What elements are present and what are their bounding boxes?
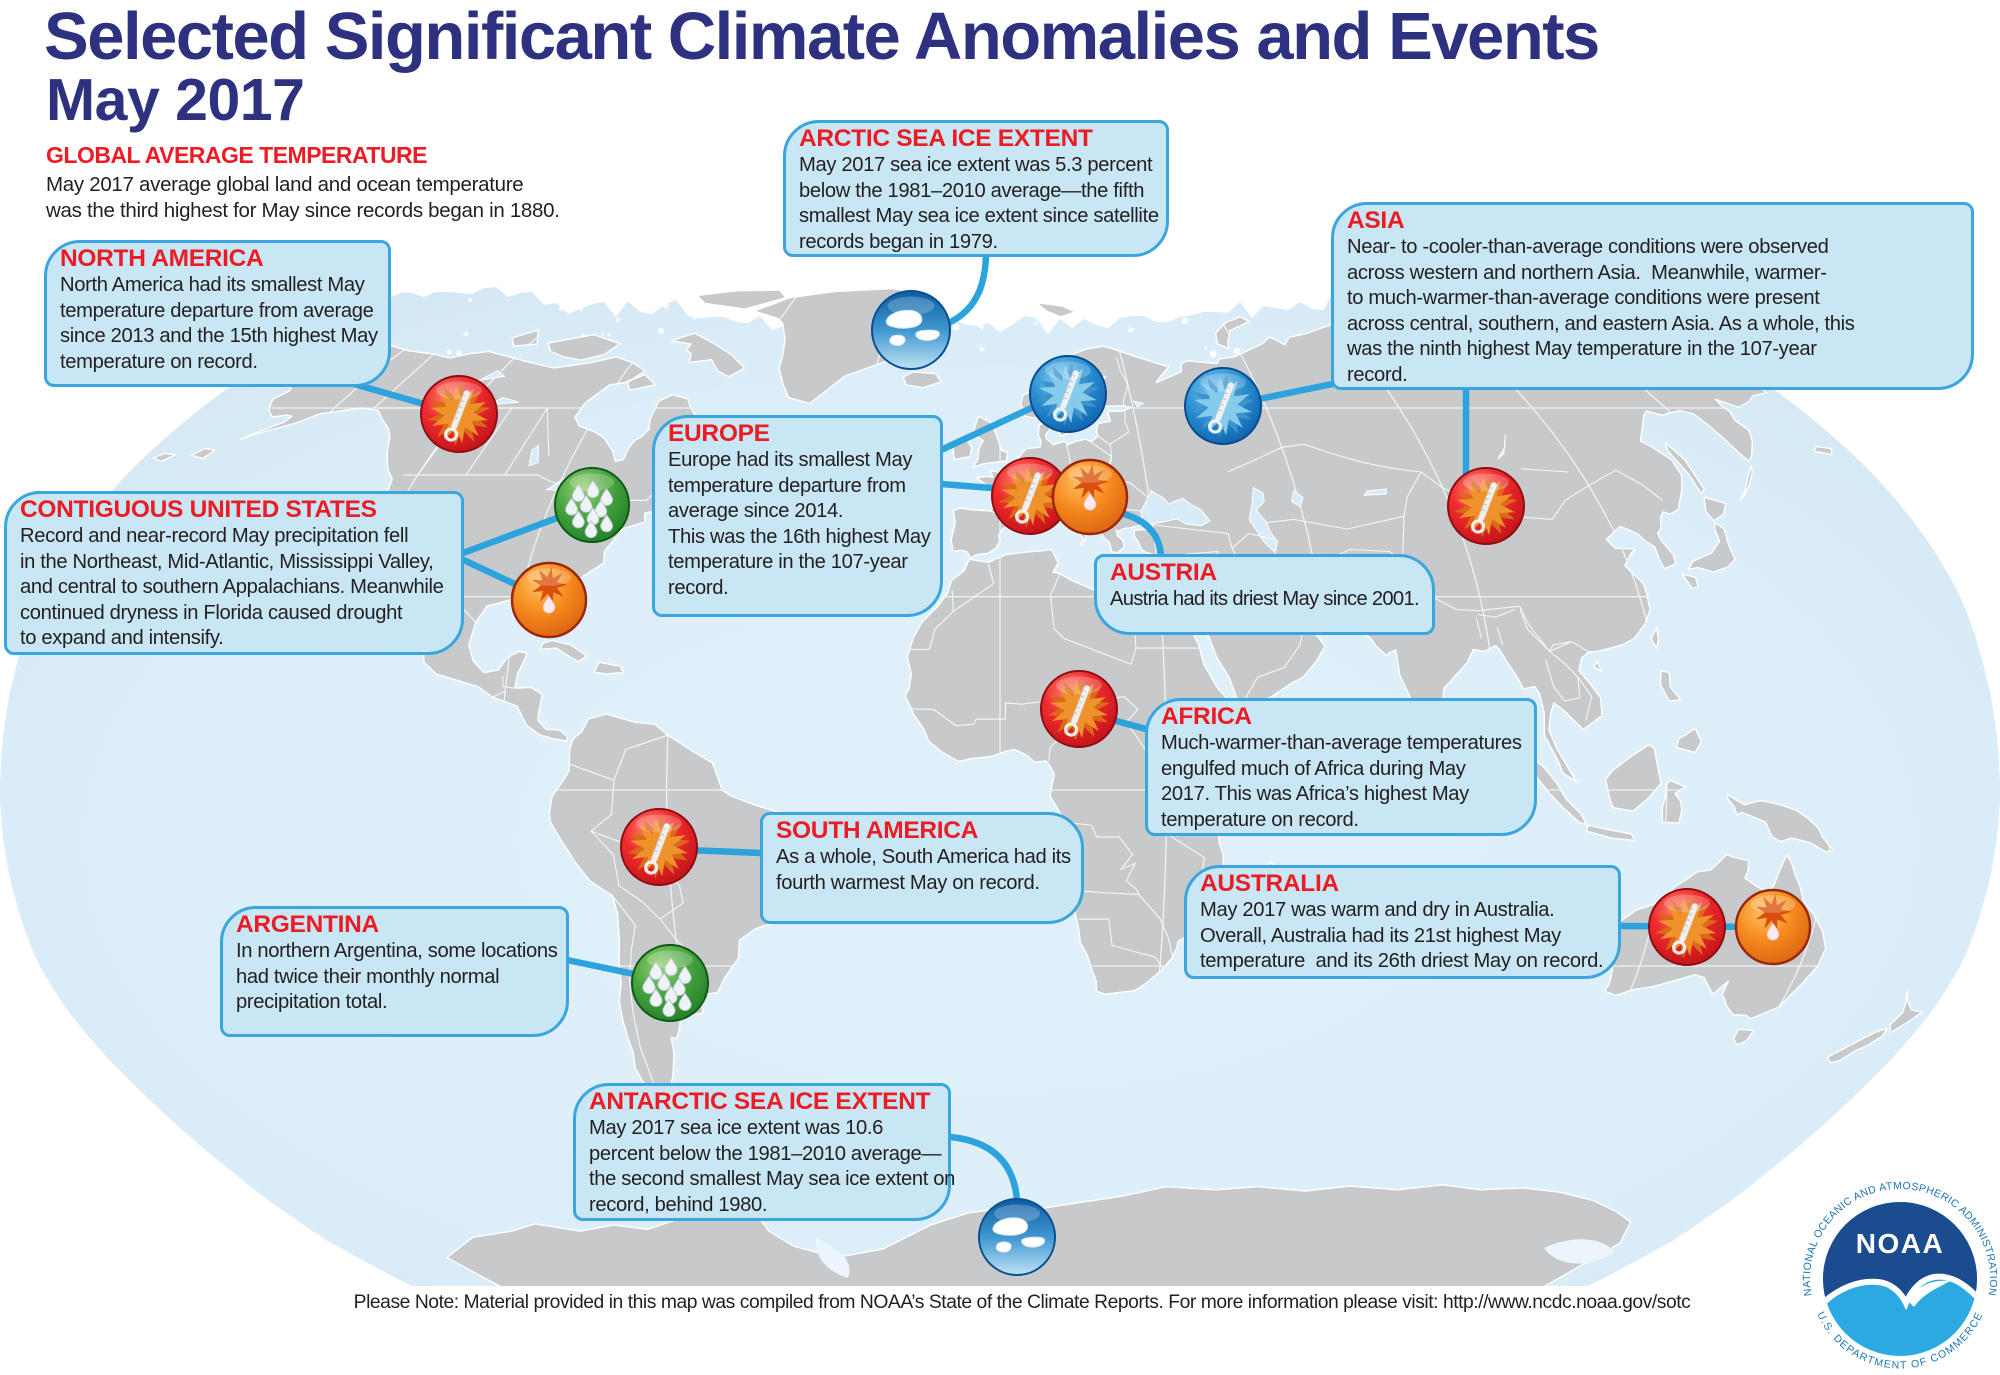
- svg-text:NOAA: NOAA: [1856, 1228, 1944, 1259]
